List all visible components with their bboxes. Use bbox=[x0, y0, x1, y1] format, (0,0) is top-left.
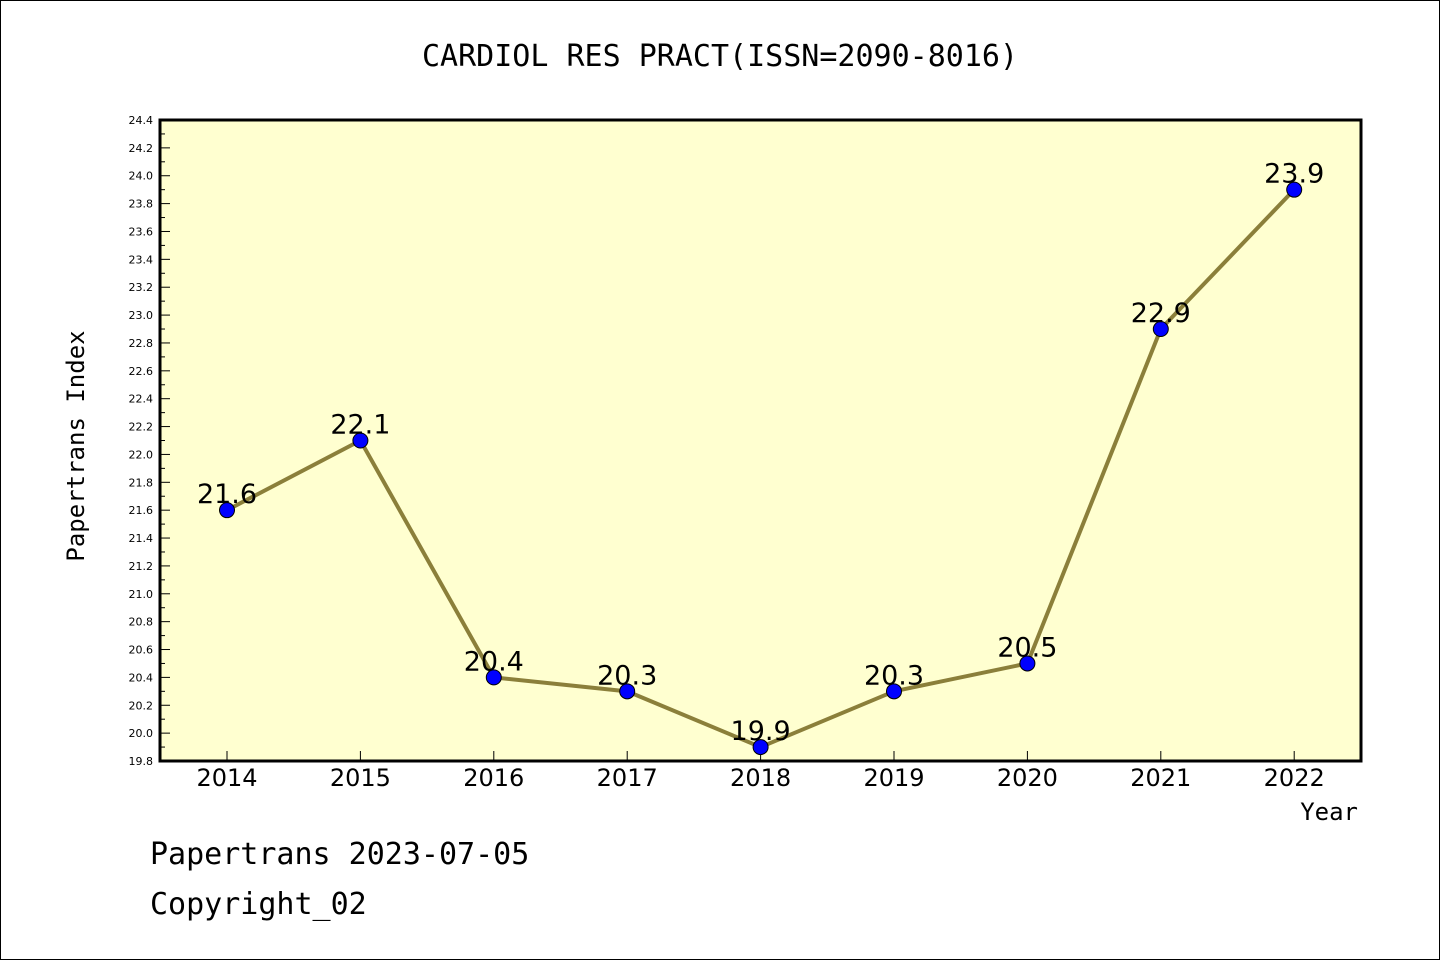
y-tick-label: 23.6 bbox=[129, 225, 154, 238]
data-point bbox=[1019, 655, 1036, 672]
data-point bbox=[752, 739, 769, 756]
y-tick-label: 23.0 bbox=[129, 309, 154, 322]
x-tick-label: 2018 bbox=[730, 764, 791, 792]
data-point bbox=[485, 669, 502, 686]
x-tick-label: 2019 bbox=[863, 764, 924, 792]
y-tick-label: 23.8 bbox=[129, 198, 154, 211]
footer-date: Papertrans 2023-07-05 bbox=[150, 837, 529, 872]
y-tick-label: 24.4 bbox=[129, 114, 154, 127]
y-tick-label: 20.2 bbox=[129, 699, 154, 712]
y-tick-label: 22.6 bbox=[129, 365, 154, 378]
y-tick-label: 19.8 bbox=[129, 755, 154, 768]
x-tick-label: 2021 bbox=[1130, 764, 1191, 792]
y-tick-label: 22.8 bbox=[129, 337, 154, 350]
x-axis-ticks: 2014 2015 2016 2017 2018 2019 2020 2021 2022 bbox=[196, 751, 1325, 792]
data-label: 20.5 bbox=[997, 632, 1057, 663]
plot-border bbox=[158, 118, 1363, 763]
data-point bbox=[219, 502, 235, 519]
y-tick-label: 21.4 bbox=[129, 532, 154, 545]
y-tick-label: 23.4 bbox=[129, 253, 154, 266]
y-tick-label: 22.0 bbox=[129, 448, 154, 461]
y-tick-label: 20.6 bbox=[129, 644, 154, 657]
y-tick-label: 21.6 bbox=[129, 504, 154, 517]
chart-title: CARDIOL RES PRACT(ISSN=2090-8016) bbox=[422, 39, 1018, 74]
data-point bbox=[619, 683, 636, 700]
data-label: 23.9 bbox=[1264, 159, 1324, 190]
y-tick-label: 22.4 bbox=[129, 393, 154, 406]
data-label: 22.9 bbox=[1131, 298, 1191, 329]
data-label: 20.3 bbox=[864, 660, 924, 691]
x-tick-label: 2016 bbox=[463, 764, 524, 792]
y-tick-label: 21.8 bbox=[129, 476, 154, 489]
y-axis-ticks: 19.8 20.0 20.2 20.4 20.6 20.8 21.0 21.2 21.4 21.6… bbox=[129, 114, 170, 768]
x-axis-label: Year bbox=[1300, 798, 1358, 826]
y-tick-label: 20.0 bbox=[129, 727, 154, 740]
x-tick-label: 2022 bbox=[1264, 764, 1325, 792]
x-tick-label: 2015 bbox=[330, 764, 391, 792]
series-markers bbox=[219, 181, 1303, 756]
x-tick-label: 2017 bbox=[597, 764, 658, 792]
x-tick-label: 2020 bbox=[997, 764, 1058, 792]
y-tick-label: 24.0 bbox=[129, 170, 154, 183]
y-tick-label: 20.4 bbox=[129, 671, 154, 684]
footer-copyright: Copyright_02 bbox=[150, 887, 367, 922]
plot-area bbox=[160, 120, 1361, 761]
data-point bbox=[1286, 181, 1303, 198]
data-label: 21.6 bbox=[197, 479, 257, 510]
data-labels: 21.6 22.1 20.4 20.3 19.9 20.3 20.5 22.9 23.9 bbox=[197, 159, 1324, 747]
y-tick-label: 21.2 bbox=[129, 560, 154, 573]
data-point bbox=[1152, 321, 1169, 338]
y-tick-label: 20.8 bbox=[129, 616, 154, 629]
data-label: 22.1 bbox=[330, 410, 390, 441]
data-point bbox=[886, 683, 902, 700]
y-tick-label: 24.2 bbox=[129, 142, 154, 155]
data-label: 20.3 bbox=[597, 660, 657, 691]
y-tick-label: 21.0 bbox=[129, 588, 154, 601]
data-point bbox=[352, 432, 369, 449]
y-tick-label: 23.2 bbox=[129, 281, 154, 294]
data-label: 19.9 bbox=[731, 716, 791, 747]
x-tick-label: 2014 bbox=[196, 764, 257, 792]
y-tick-label: 22.2 bbox=[129, 421, 154, 434]
y-axis-label: Papertrans Index bbox=[62, 330, 90, 561]
data-label: 20.4 bbox=[464, 646, 524, 677]
